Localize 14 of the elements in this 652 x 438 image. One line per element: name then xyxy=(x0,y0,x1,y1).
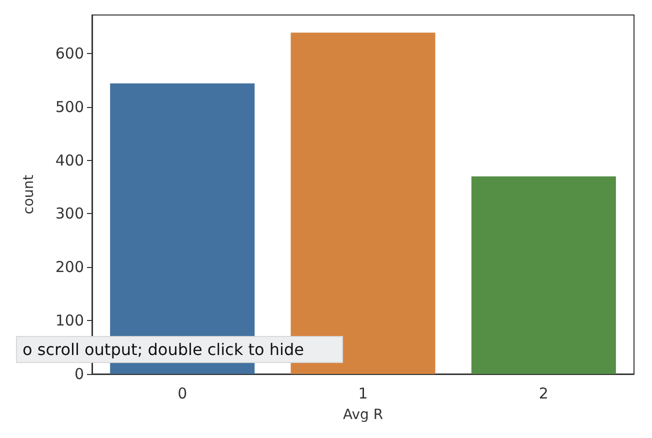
y-tick-label: 300 xyxy=(55,204,84,223)
y-tick-label: 200 xyxy=(55,258,84,276)
x-axis-title: Avg R xyxy=(342,407,384,423)
y-tick-label: 400 xyxy=(55,151,84,170)
y-tick-label: 0 xyxy=(74,365,84,383)
x-tick-label: 1 xyxy=(358,384,368,402)
annotation: o scroll output; double click to hide xyxy=(22,340,304,359)
y-tick-label: 500 xyxy=(55,98,84,116)
y-tick-label: 600 xyxy=(55,44,84,62)
bar xyxy=(471,176,616,374)
y-tick-label: 100 xyxy=(55,312,84,330)
x-tick-label: 2 xyxy=(538,384,548,402)
x-tick-label: 0 xyxy=(178,384,188,402)
y-axis-title: count xyxy=(21,174,37,214)
